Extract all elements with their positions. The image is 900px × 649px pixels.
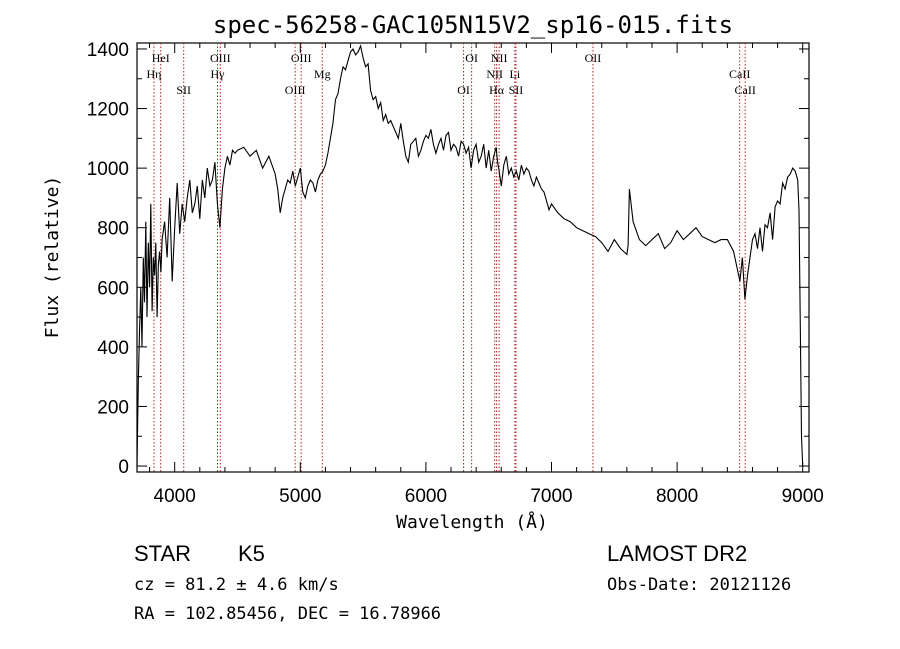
- obs-date-readout: Obs-Date: 20121126: [607, 575, 791, 595]
- reference-line-label: OIII: [291, 51, 312, 65]
- x-tick-label: 5000: [279, 486, 321, 507]
- reference-line-label: OIII: [210, 51, 231, 65]
- x-tick-label: 4000: [154, 486, 196, 507]
- x-tick-label: 9000: [782, 486, 824, 507]
- reference-line-label: Li: [509, 67, 520, 81]
- y-tick-label: 800: [97, 219, 129, 240]
- reference-line-label: OIII: [285, 83, 306, 97]
- x-tick-label: 7000: [530, 486, 572, 507]
- y-tick-label: 0: [118, 457, 129, 478]
- coords-readout: RA = 102.85456, DEC = 16.78966: [134, 604, 441, 624]
- reference-line-label: Mg: [314, 67, 331, 81]
- chart-title: spec-56258-GAC105N15V2_sp16-015.fits: [213, 11, 733, 39]
- reference-lines: [153, 43, 746, 472]
- y-tick-label: 200: [97, 397, 129, 418]
- y-tick-label: 1200: [87, 100, 129, 121]
- y-tick-label: 1400: [87, 40, 129, 61]
- y-tick-label: 600: [97, 278, 129, 299]
- reference-line-label: Hα: [489, 83, 505, 97]
- subclass-label: K5: [238, 541, 265, 566]
- y-tick-label: 1000: [87, 159, 129, 180]
- x-axis-ticks: 4000 5000 6000 7000 8000 9000: [149, 43, 824, 507]
- spectrum-series-line: [136, 44, 804, 467]
- reference-line-label: NII: [486, 67, 503, 81]
- reference-line-label: CaII: [735, 83, 756, 97]
- x-tick-label: 6000: [405, 486, 447, 507]
- reference-line-label: NII: [491, 51, 508, 65]
- reference-line-label: CaII: [729, 67, 750, 81]
- x-tick-label: 8000: [656, 486, 698, 507]
- reference-line-label: SII: [176, 83, 191, 97]
- reference-line-label: Hγ: [211, 67, 226, 81]
- plot-frame: [136, 42, 810, 473]
- reference-line-label: OI: [457, 83, 470, 97]
- y-axis-label: Flux (relative): [42, 176, 63, 339]
- reference-line-label: Hη: [146, 67, 161, 81]
- y-axis-ticks: 0 200 400 600 800 1000 1200 1400: [87, 40, 809, 478]
- x-axis-label: Wavelength (Å): [396, 511, 548, 533]
- cz-readout: cz = 81.2 ± 4.6 km/s: [134, 575, 339, 595]
- reference-line-label: OI: [465, 51, 478, 65]
- reference-line-labels: HeIHηSIIOIIIHγOIIIOIIIMgOIOINIIHαNIILiSI…: [146, 51, 755, 97]
- reference-line-label: HeI: [152, 51, 170, 65]
- reference-line-label: SII: [509, 83, 524, 97]
- survey-label: LAMOST DR2: [607, 541, 747, 566]
- object-type-label: STAR: [134, 541, 191, 566]
- y-tick-label: 400: [97, 338, 129, 359]
- reference-line-label: OII: [585, 51, 602, 65]
